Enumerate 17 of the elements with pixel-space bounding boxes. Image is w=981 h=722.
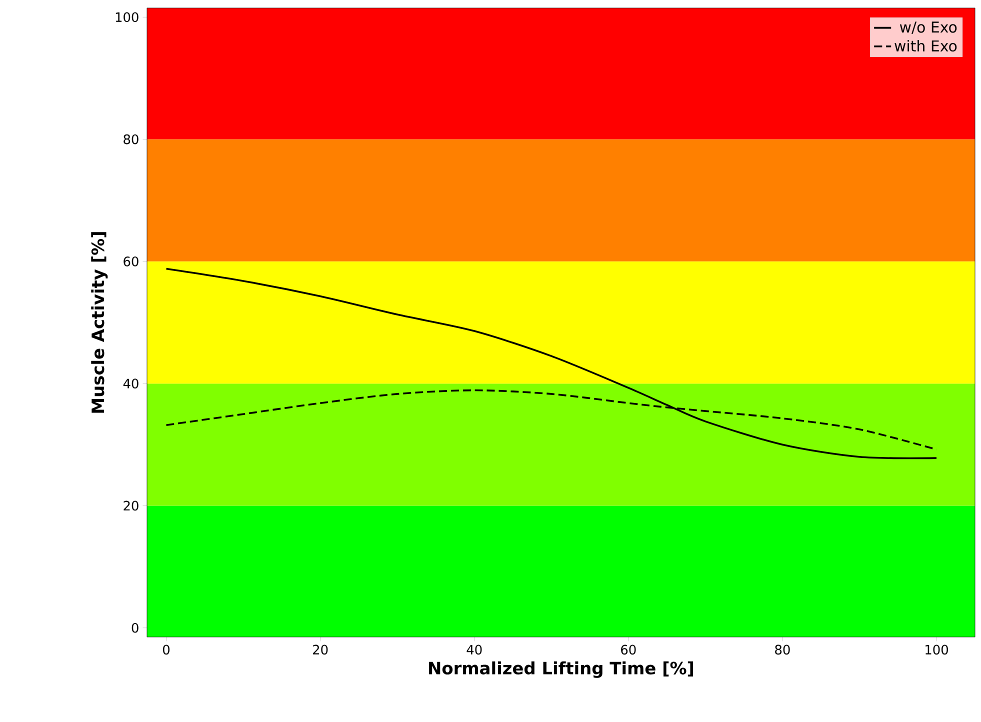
y-tick-label: 60 (124, 256, 138, 266)
x-tick-label: 40 (466, 644, 482, 655)
y-tick-label: 80 (124, 134, 138, 144)
y-tick-label: 40 (123, 378, 138, 388)
y-axis-title: Muscle Activity [%] (91, 232, 108, 413)
line-series (165, 268, 938, 460)
x-tick-label: 60 (621, 644, 636, 655)
x-tick-label: 0 (162, 644, 170, 655)
x-tick-label: 20 (313, 644, 328, 655)
y-tick-label: 100 (116, 12, 138, 22)
x-tick-label: 80 (775, 644, 790, 655)
y-tick-label: 0 (132, 622, 138, 633)
x-axis-title: Normalized Lifting Time [%] (429, 661, 694, 678)
y-tick-label: 20 (124, 500, 138, 511)
legend-label: w/o Exo (900, 22, 957, 34)
legend-label: with Exo (894, 40, 957, 52)
x-tick-label: 100 (926, 644, 948, 655)
